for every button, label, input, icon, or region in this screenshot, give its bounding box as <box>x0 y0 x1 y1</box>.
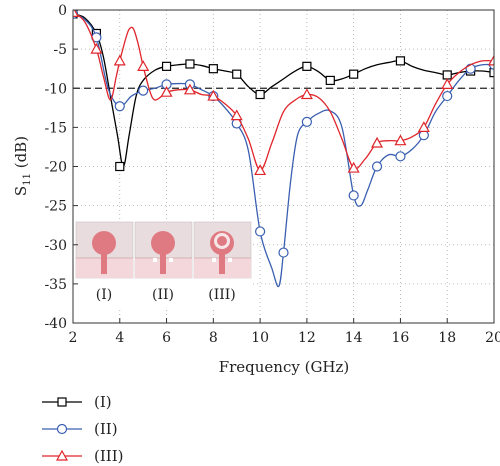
x-tick-label: 18 <box>438 330 456 346</box>
series-1-point <box>161 61 172 71</box>
series-3-point <box>183 83 196 95</box>
series-3-point <box>300 88 313 100</box>
axis-ticks: 2 4 6 8 10 12 14 16 18 20 0 -5 -10 -15 -20 -25 -30 -35 -40 <box>44 3 500 346</box>
y-tick-label: -15 <box>44 120 67 136</box>
series-1-point <box>349 69 359 79</box>
series-2-point <box>138 85 149 96</box>
series-1-point <box>325 75 335 86</box>
series-1-point <box>302 61 312 71</box>
series-2-point <box>114 101 125 112</box>
legend-item-2: (II) <box>42 420 118 438</box>
series-3-point <box>441 78 454 89</box>
series-1-point <box>115 161 125 172</box>
series-line-2 <box>73 13 494 288</box>
series-3-point <box>207 89 220 101</box>
series-1-point <box>255 89 265 100</box>
series-3-point <box>113 54 126 66</box>
series-3 <box>73 10 494 176</box>
x-tick-label: 14 <box>345 330 363 346</box>
legend-item-3: (III) <box>42 447 123 465</box>
inset-label-iii: (III) <box>208 287 236 303</box>
y-axis-label-subscript: 11 <box>22 173 33 186</box>
x-tick-label: 2 <box>69 330 78 346</box>
x-tick-label: 12 <box>298 330 316 346</box>
series-1-point <box>489 67 494 78</box>
y-tick-label: -25 <box>44 199 67 215</box>
series-1 <box>73 10 494 172</box>
series-layer <box>73 10 494 288</box>
legend-item-1: (I) <box>42 393 112 411</box>
series-2-point <box>418 130 429 141</box>
x-tick-label: 20 <box>485 330 500 346</box>
y-tick-label: -5 <box>53 42 67 58</box>
x-axis-label: Frequency (GHz) <box>219 358 350 376</box>
series-1-point <box>208 64 218 74</box>
series-3-point <box>394 134 407 146</box>
legend-marker <box>55 449 69 461</box>
antenna-inset: (I) (II) (III) <box>75 220 253 310</box>
series-2-point <box>371 161 383 172</box>
series-3-point <box>487 54 494 66</box>
series-line-1 <box>73 13 494 168</box>
y-axis-label-main: S <box>12 186 30 196</box>
y-axis-label: S11 (dB) <box>12 136 33 196</box>
series-2-point <box>348 190 359 201</box>
legend-label: (I) <box>94 393 112 411</box>
antenna-image-ii <box>134 221 193 279</box>
y-tick-label: -30 <box>44 238 67 254</box>
series-1-point <box>442 70 452 80</box>
series-1-point <box>395 56 406 66</box>
y-tick-label: -10 <box>44 81 67 97</box>
series-2-point <box>465 63 476 74</box>
x-tick-label: 8 <box>209 330 218 346</box>
inset-label-i: (I) <box>96 287 112 303</box>
inset-label-ii: (II) <box>152 287 174 303</box>
legend-marker <box>56 423 68 435</box>
series-3-point <box>371 136 384 148</box>
series-3-point <box>230 109 243 121</box>
series-2-point <box>395 151 406 162</box>
series-2-point <box>278 247 289 258</box>
series-2-point <box>442 90 453 102</box>
y-tick-label: -40 <box>44 316 67 332</box>
legend-marker <box>57 397 67 407</box>
series-3-point <box>90 42 103 54</box>
series-3-point <box>254 164 267 176</box>
series-1-point <box>185 59 195 69</box>
series-line-3 <box>73 11 494 172</box>
x-tick-label: 4 <box>115 330 124 346</box>
series-2-point <box>255 226 266 237</box>
y-axis-label-unit: (dB) <box>12 136 30 173</box>
series-3-point <box>73 10 80 17</box>
legend-label: (II) <box>94 420 118 438</box>
series-3-point <box>347 161 360 173</box>
y-tick-label: -20 <box>44 160 67 176</box>
legend: (I) (II) (III) <box>42 393 123 465</box>
series-3-point <box>160 85 173 97</box>
x-tick-label: 6 <box>162 330 171 346</box>
antenna-image-i <box>75 221 134 279</box>
antenna-image-iii <box>193 221 252 279</box>
legend-label: (III) <box>94 447 123 465</box>
x-tick-label: 10 <box>251 330 269 346</box>
y-tick-label: 0 <box>58 3 67 19</box>
series-1-point <box>232 69 242 79</box>
series-3-point <box>417 121 430 132</box>
series-2-point <box>301 116 312 127</box>
series-3-point <box>137 60 150 71</box>
y-tick-label: -35 <box>44 277 67 293</box>
x-tick-label: 16 <box>392 330 410 346</box>
